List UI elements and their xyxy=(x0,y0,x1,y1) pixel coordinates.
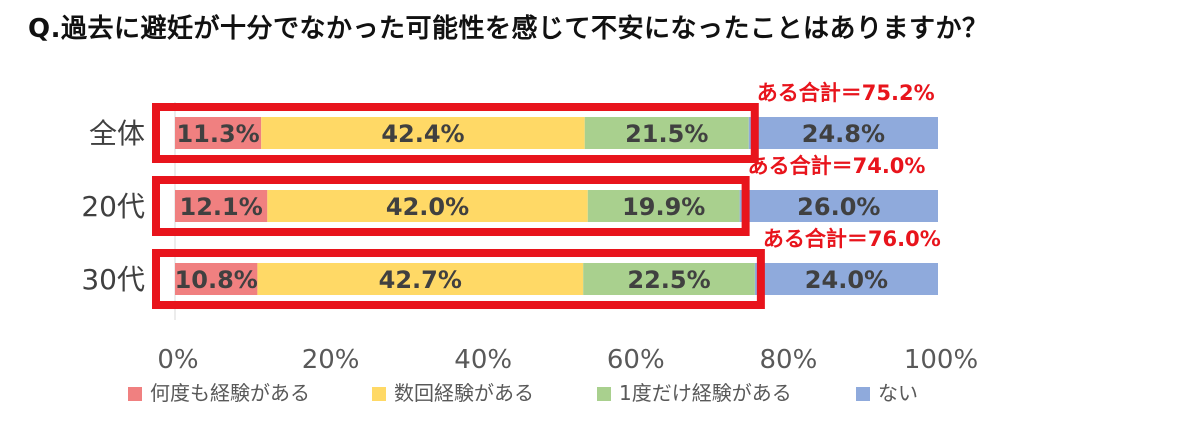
x-tick-label: 40% xyxy=(454,345,512,375)
x-tick-label: 60% xyxy=(607,345,665,375)
data-label: 42.7% xyxy=(379,266,462,294)
legend-swatch xyxy=(856,387,870,401)
legend-swatch xyxy=(372,387,386,401)
total-annotation: ある合計＝74.0% xyxy=(748,154,926,178)
bar-segment xyxy=(587,190,740,222)
x-tick-label: 20% xyxy=(302,345,360,375)
legend-label: 1度だけ経験がある xyxy=(619,381,792,405)
bar-segment xyxy=(261,117,585,149)
category-label: 20代 xyxy=(81,190,145,223)
category-label: 30代 xyxy=(81,263,145,296)
data-label: 24.0% xyxy=(805,266,888,294)
data-label: 26.0% xyxy=(797,193,880,221)
highlight-box xyxy=(152,249,765,309)
bar-segment xyxy=(175,263,258,295)
data-label: 12.1% xyxy=(180,193,263,221)
legend-swatch xyxy=(128,387,142,401)
data-label: 24.8% xyxy=(802,120,885,148)
data-label: 22.5% xyxy=(627,266,710,294)
legend-label: 数回経験がある xyxy=(394,381,534,405)
data-label: 42.4% xyxy=(381,120,464,148)
bar-segment xyxy=(175,117,262,149)
data-label: 42.0% xyxy=(386,193,469,221)
bar-segment xyxy=(175,190,268,222)
bar-segment xyxy=(584,117,749,149)
x-tick-label: 0% xyxy=(157,345,198,375)
bar-segment xyxy=(739,190,938,222)
total-annotation: ある合計＝75.2% xyxy=(757,81,935,105)
bar-segment xyxy=(748,117,938,149)
legend-swatch xyxy=(597,387,611,401)
bar-segment xyxy=(583,263,755,295)
bar-segment xyxy=(267,190,588,222)
legend-label: ない xyxy=(878,381,918,405)
x-tick-label: 80% xyxy=(760,345,818,375)
chart-title: Q.過去に避妊が十分でなかった可能性を感じて不安になったことはありますか？ xyxy=(28,14,989,44)
data-label: 11.3% xyxy=(176,120,259,148)
highlight-box xyxy=(152,103,759,163)
category-label: 全体 xyxy=(89,117,145,150)
data-label: 19.9% xyxy=(622,193,705,221)
data-label: 10.8% xyxy=(175,266,258,294)
bar-segment xyxy=(257,263,584,295)
x-tick-label: 100% xyxy=(904,345,978,375)
bar-segment xyxy=(754,263,938,295)
legend-label: 何度も経験がある xyxy=(150,381,310,405)
data-label: 21.5% xyxy=(625,120,708,148)
highlight-box xyxy=(152,176,750,236)
total-annotation: ある合計＝76.0% xyxy=(763,227,941,251)
